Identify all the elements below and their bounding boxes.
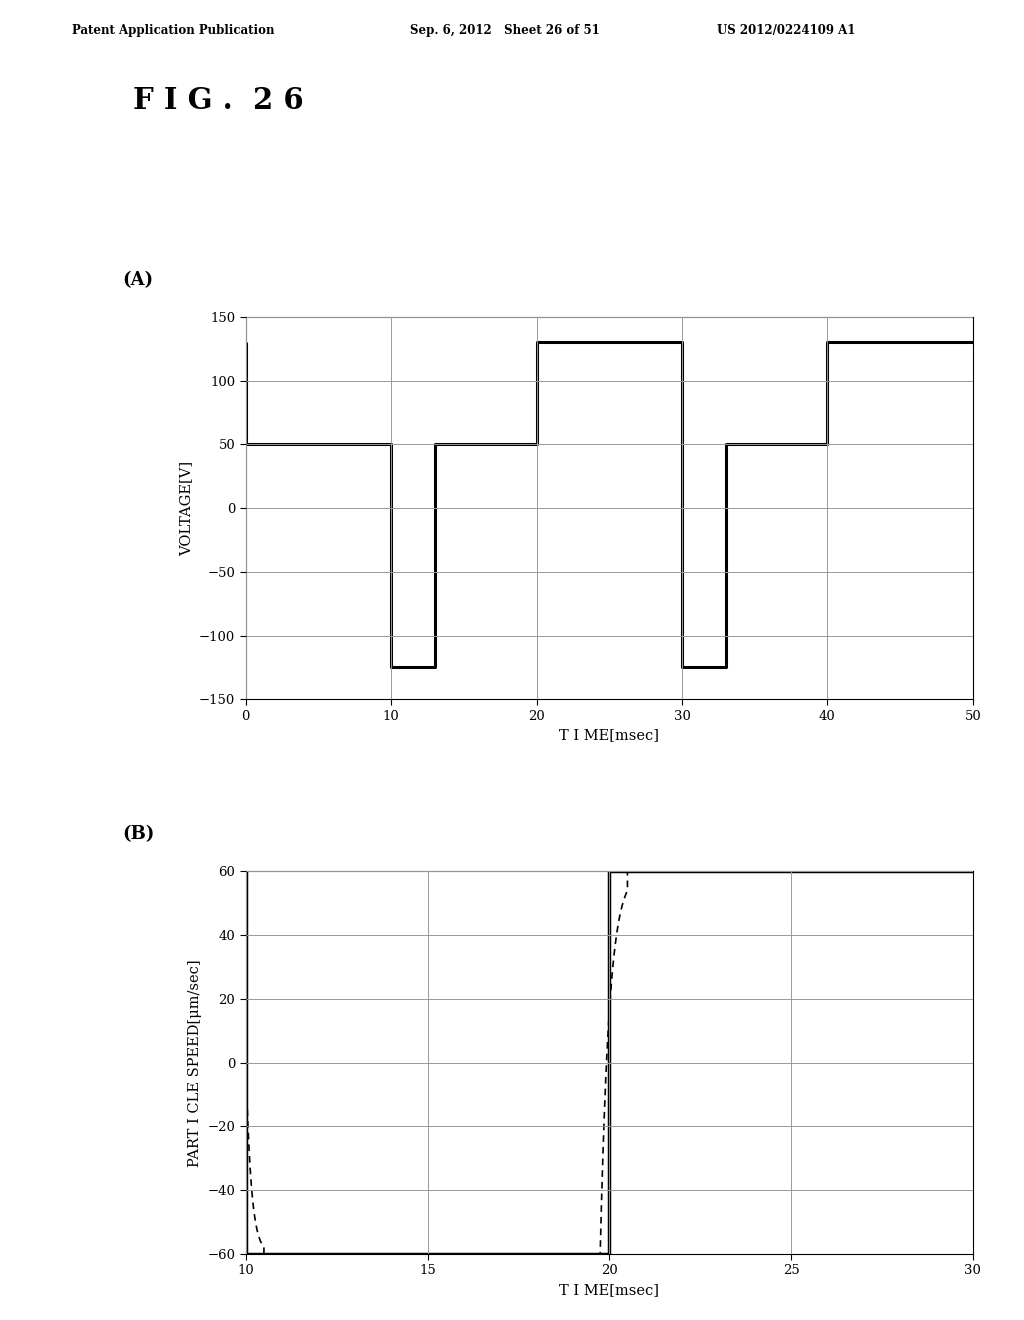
Text: US 2012/0224109 A1: US 2012/0224109 A1 <box>717 24 855 37</box>
Text: Patent Application Publication: Patent Application Publication <box>72 24 274 37</box>
X-axis label: T I ME[msec]: T I ME[msec] <box>559 1283 659 1298</box>
Y-axis label: PART I CLE SPEED[μm/sec]: PART I CLE SPEED[μm/sec] <box>187 958 202 1167</box>
Y-axis label: VOLTAGE[V]: VOLTAGE[V] <box>179 461 194 556</box>
Text: Sep. 6, 2012   Sheet 26 of 51: Sep. 6, 2012 Sheet 26 of 51 <box>410 24 599 37</box>
Text: F I G .  2 6: F I G . 2 6 <box>133 86 304 115</box>
Text: (A): (A) <box>122 271 154 289</box>
Text: (B): (B) <box>122 825 155 843</box>
X-axis label: T I ME[msec]: T I ME[msec] <box>559 729 659 742</box>
